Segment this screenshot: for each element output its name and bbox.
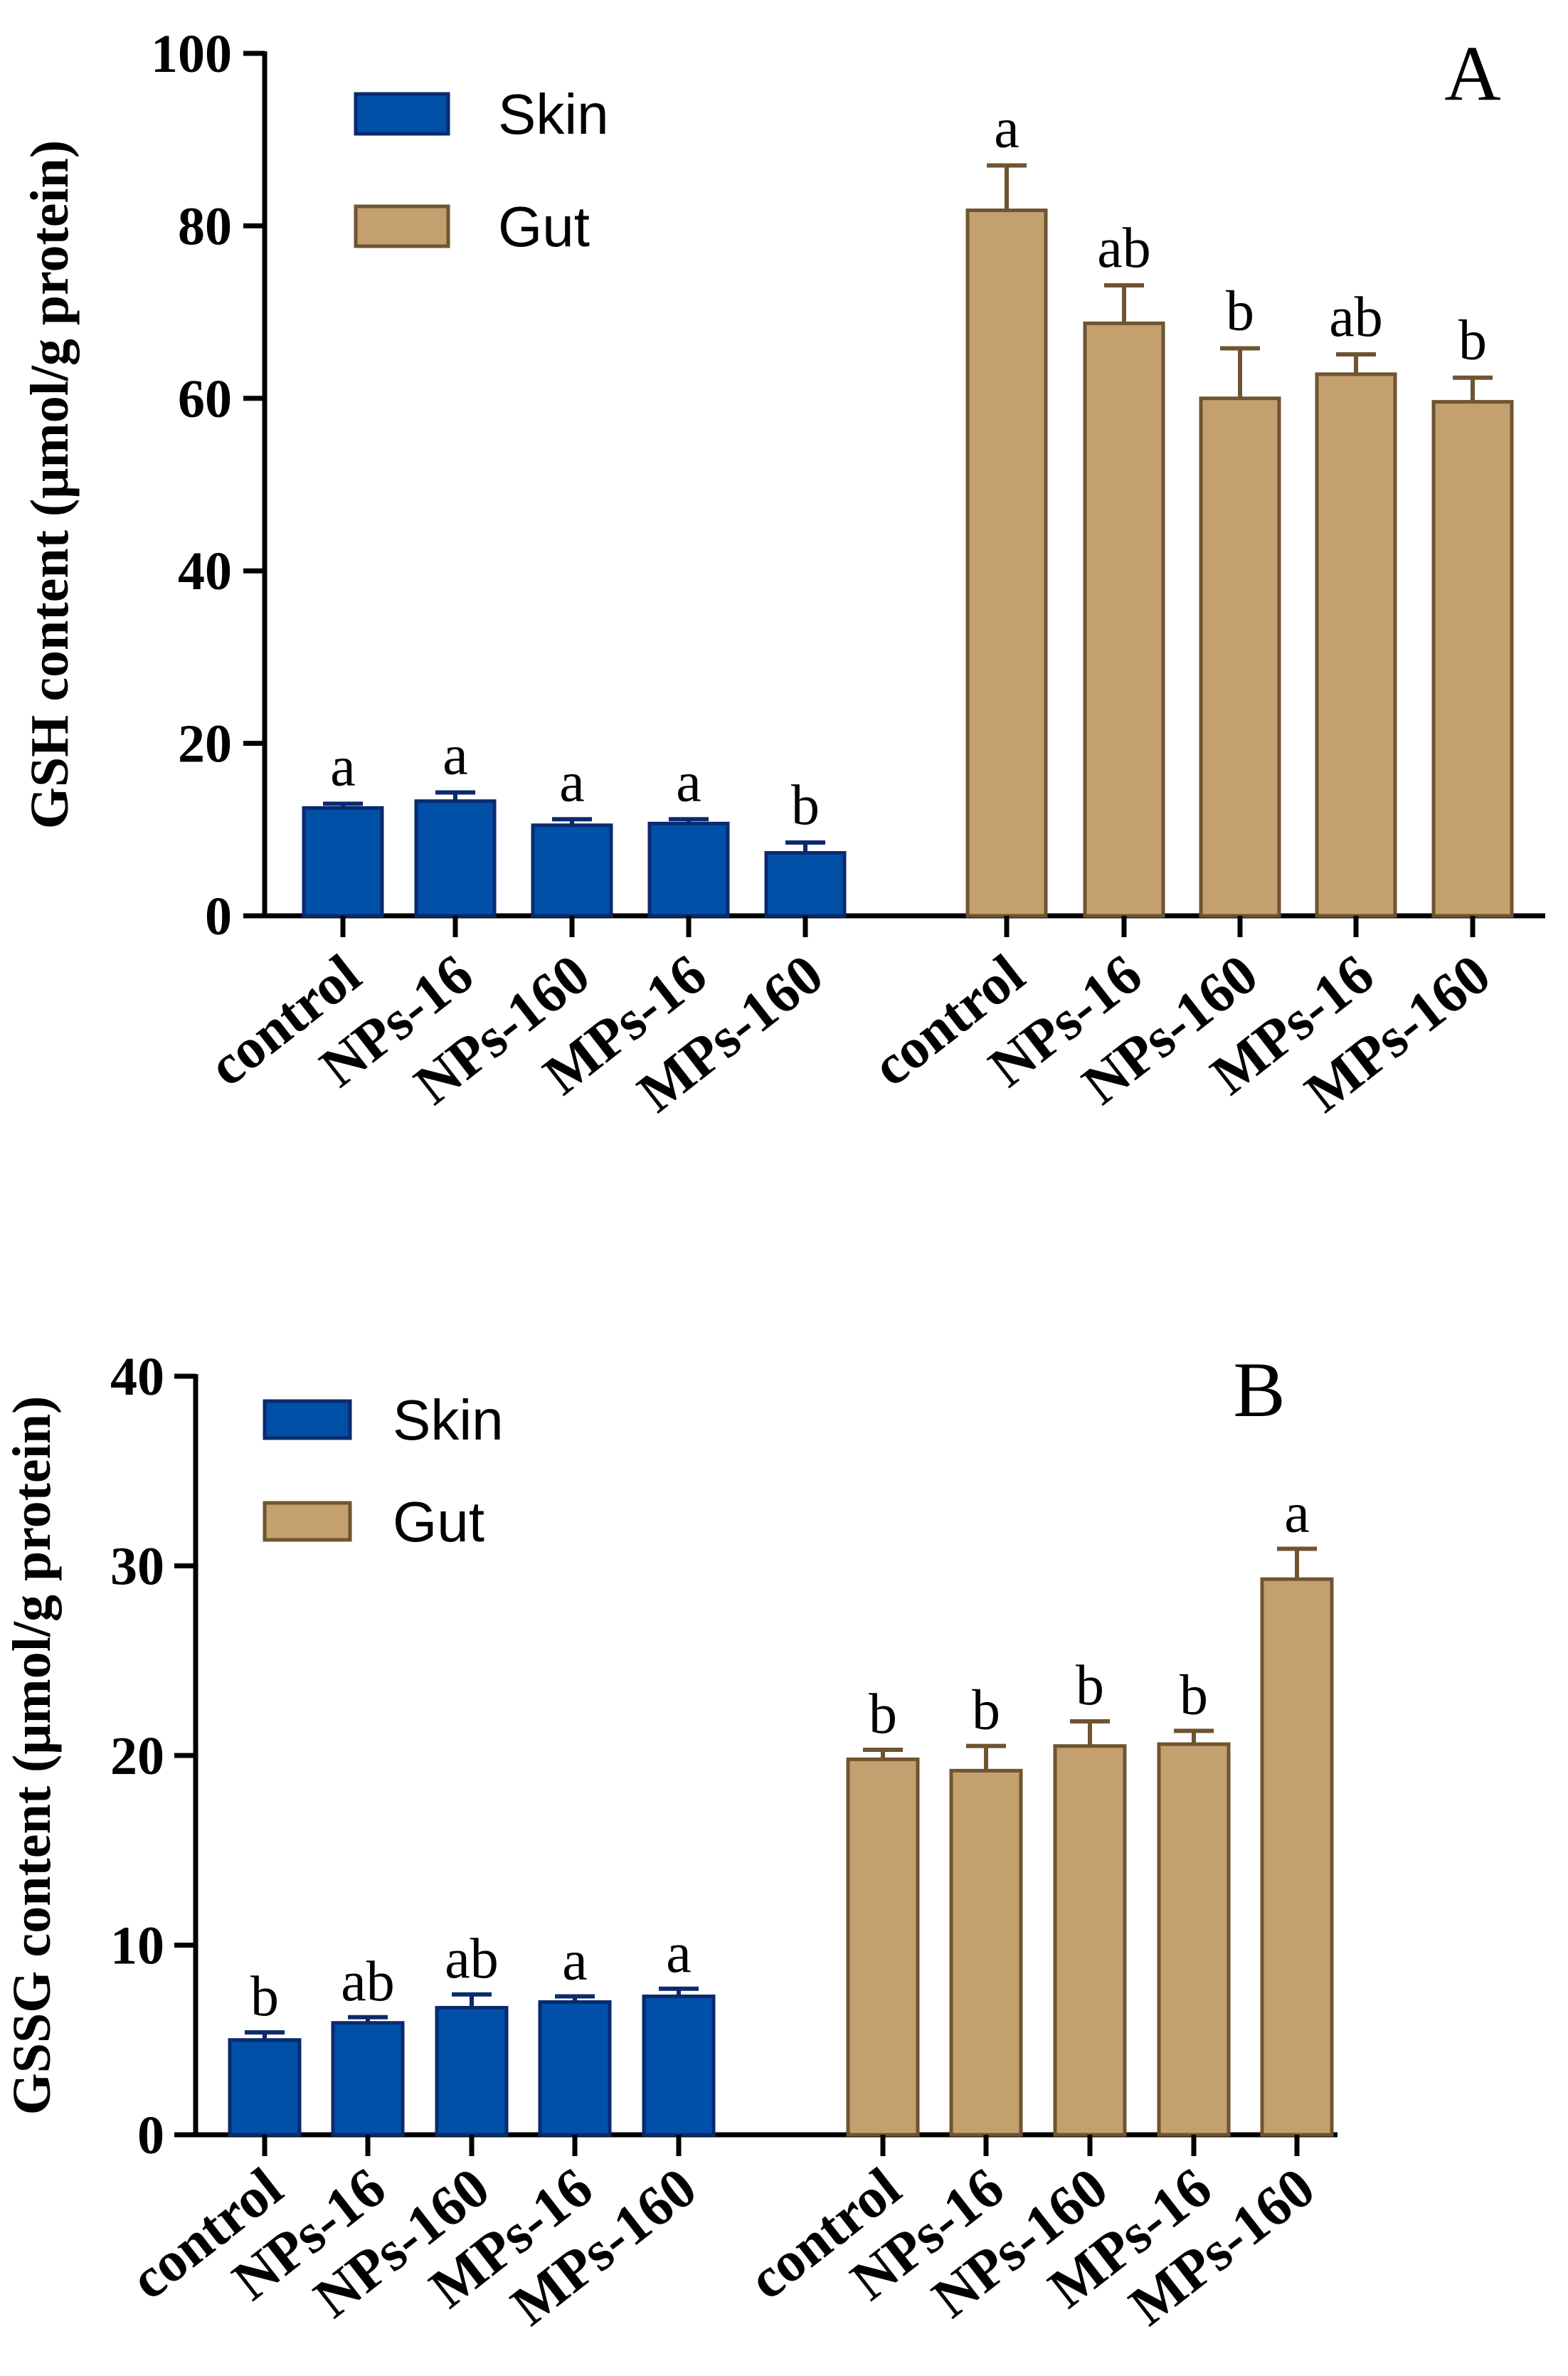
gut-sig-label: b xyxy=(1180,1664,1208,1726)
y-axis-label: GSSG content (μmol/g protein) xyxy=(2,1396,62,2116)
skin-bar-mps-16 xyxy=(538,2000,612,2137)
gut-sig-label: ab xyxy=(1329,286,1383,349)
skin-bar-mps-160 xyxy=(642,1994,716,2137)
gut-sig-label: a xyxy=(1284,1482,1310,1545)
skin-sig-label: b xyxy=(250,1965,279,2028)
y-tick-label: 0 xyxy=(205,887,232,946)
legend-swatch-skin xyxy=(263,1399,352,1440)
y-tick-label: 40 xyxy=(178,542,232,601)
y-tick-label: 20 xyxy=(110,1726,164,1786)
y-tick-label: 100 xyxy=(151,24,232,84)
panel-letter: B xyxy=(1233,1346,1285,1433)
gut-bar-nps-160 xyxy=(1053,1744,1127,2137)
y-tick-label: 10 xyxy=(110,1916,164,1976)
skin-bar-nps-16 xyxy=(414,799,497,918)
y-tick-label: 60 xyxy=(178,369,232,429)
gut-sig-label: a xyxy=(994,97,1019,160)
panel-a-chart: 0 20 40 60 80 100 GSH content (μmol/g protein)… xyxy=(20,24,1545,1124)
skin-sig-label: ab xyxy=(341,1950,395,2013)
gut-bar-control xyxy=(846,1757,920,2137)
gut-bar-nps-16 xyxy=(949,1768,1023,2137)
skin-sig-label: ab xyxy=(445,1928,499,1990)
y-tick-label: 80 xyxy=(178,196,232,256)
skin-sig-label: a xyxy=(562,1929,588,1992)
skin-sig-label: a xyxy=(559,751,585,813)
legend-label-skin: Skin xyxy=(498,83,609,146)
legend-label-gut: Gut xyxy=(498,195,590,258)
gut-bar-mps-16 xyxy=(1315,372,1397,918)
skin-sig-label: a xyxy=(443,724,468,787)
legend-swatch-gut xyxy=(263,1501,352,1542)
skin-bar-nps-16 xyxy=(331,2021,405,2137)
panel-letter: A xyxy=(1444,30,1500,117)
gut-bar-mps-16 xyxy=(1157,1742,1231,2137)
gut-sig-label: b xyxy=(1226,280,1254,343)
skin-sig-label: a xyxy=(676,751,701,813)
skin-sig-label: a xyxy=(330,735,356,798)
skin-sig-label: a xyxy=(666,1922,692,1985)
skin-bar-control xyxy=(302,806,384,918)
legend-swatch-skin xyxy=(354,92,450,136)
skin-bar-control xyxy=(228,2038,302,2137)
skin-bar-mps-16 xyxy=(647,821,730,918)
y-axis-label: GSH content (μmol/g protein) xyxy=(20,140,80,829)
legend-swatch-gut xyxy=(354,204,450,248)
skin-sig-label: b xyxy=(791,774,820,837)
skin-bar-mps-160 xyxy=(764,851,847,918)
skin-bar-nps-160 xyxy=(531,823,613,918)
gut-sig-label: b xyxy=(869,1683,897,1746)
gut-bar-mps-160 xyxy=(1431,400,1514,918)
y-tick-label: 30 xyxy=(110,1537,164,1597)
gut-bar-nps-16 xyxy=(1083,321,1165,918)
gut-bar-nps-160 xyxy=(1199,396,1281,918)
y-tick-label: 20 xyxy=(178,714,232,774)
gut-bar-control xyxy=(965,208,1048,918)
legend-label-skin: Skin xyxy=(393,1388,504,1452)
gut-sig-label: b xyxy=(972,1679,1000,1742)
gut-sig-label: b xyxy=(1458,310,1487,372)
legend-label-gut: Gut xyxy=(393,1490,484,1553)
gut-sig-label: b xyxy=(1076,1654,1104,1717)
gut-sig-label: ab xyxy=(1097,217,1151,280)
y-tick-label: 40 xyxy=(110,1347,164,1407)
y-tick-label: 0 xyxy=(137,2106,164,2165)
skin-bar-nps-160 xyxy=(435,2005,509,2137)
gut-bar-mps-160 xyxy=(1260,1577,1334,2137)
